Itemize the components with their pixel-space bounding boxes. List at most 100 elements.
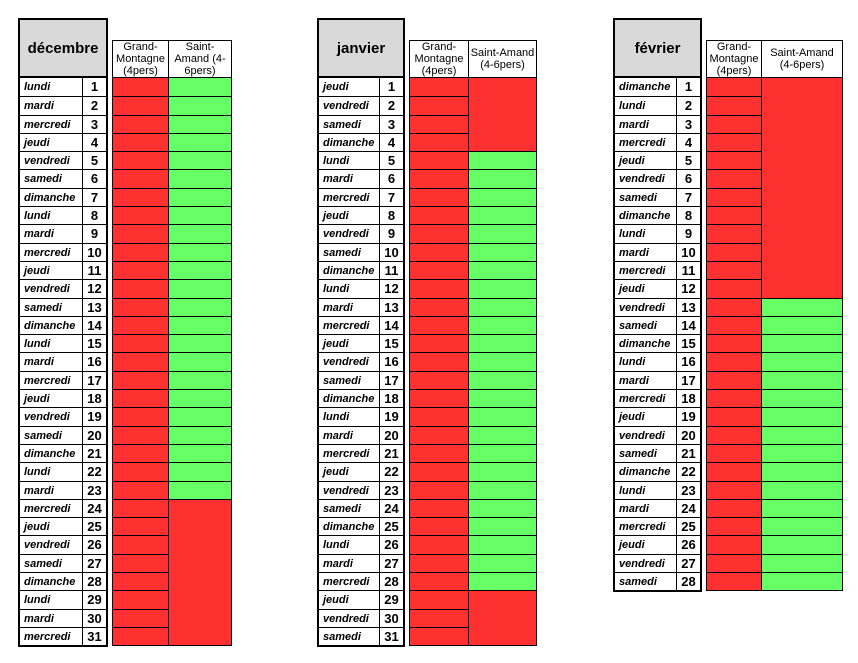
day-name: lundi — [20, 335, 83, 353]
availability-cell-grand-montagne-19 — [410, 407, 468, 426]
day-row: vendredi 27 — [615, 553, 700, 573]
availability-cell-saint-amand-26 — [469, 535, 536, 554]
day-number: 27 — [681, 555, 696, 571]
day-number: 14 — [681, 317, 696, 333]
column-header-saint-amand: Saint-Amand (4-6pers) — [469, 41, 536, 78]
column-saint-amand: Saint-Amand (4-6pers) — [469, 40, 537, 647]
availability-cell-saint-amand-12 — [762, 279, 842, 298]
availability-cell-saint-amand-4 — [762, 132, 842, 152]
day-row: vendredi 13 — [615, 297, 700, 316]
availability-cell-saint-amand-4 — [469, 132, 536, 152]
day-number: 10 — [384, 244, 399, 260]
day-row: samedi 31 — [319, 626, 403, 646]
availability-cell-grand-montagne-11 — [113, 260, 168, 280]
availability-cell-grand-montagne-15 — [113, 334, 168, 353]
day-row: mercredi 24 — [20, 498, 106, 518]
day-row: samedi 13 — [20, 297, 106, 316]
day-name: mardi — [319, 170, 380, 188]
availability-cell-saint-amand-15 — [762, 334, 842, 353]
availability-cell-saint-amand-26 — [762, 535, 842, 554]
availability-cell-grand-montagne-25 — [113, 517, 168, 536]
availability-cell-saint-amand-29 — [469, 590, 536, 609]
availability-cell-grand-montagne-29 — [410, 590, 468, 609]
day-name: mardi — [615, 115, 677, 133]
day-row: mercredi 10 — [20, 242, 106, 261]
day-number: 3 — [684, 116, 693, 132]
day-name: jeudi — [615, 280, 677, 298]
availability-cell-grand-montagne-16 — [410, 352, 468, 371]
availability-cell-grand-montagne-11 — [707, 260, 761, 280]
availability-cell-saint-amand-11 — [469, 260, 536, 280]
day-name: mercredi — [319, 444, 380, 463]
availability-cell-grand-montagne-4 — [113, 132, 168, 152]
availability-cell-grand-montagne-3 — [707, 114, 761, 133]
availability-cell-grand-montagne-14 — [707, 315, 761, 335]
day-row: vendredi 23 — [319, 480, 403, 499]
availability-cell-saint-amand-18 — [469, 389, 536, 408]
day-number: 6 — [387, 171, 396, 187]
day-row: lundi 29 — [20, 590, 106, 609]
day-row: lundi 12 — [319, 279, 403, 298]
availability-cell-saint-amand-10 — [169, 242, 231, 261]
availability-cell-saint-amand-31 — [169, 626, 231, 646]
day-name: mercredi — [20, 499, 83, 518]
month-title-fevrier: février — [613, 18, 702, 78]
day-name: mercredi — [615, 390, 677, 408]
day-row: lundi 26 — [319, 535, 403, 554]
availability-cell-grand-montagne-17 — [410, 370, 468, 390]
day-number: 10 — [87, 244, 102, 260]
availability-cell-grand-montagne-9 — [410, 224, 468, 243]
day-number: 25 — [681, 519, 696, 535]
day-name: dimanche — [20, 316, 83, 335]
day-name: jeudi — [319, 591, 380, 609]
day-name: samedi — [319, 243, 380, 261]
day-name: dimanche — [615, 335, 677, 353]
day-row: mercredi 17 — [20, 370, 106, 390]
availability-cell-saint-amand-5 — [762, 151, 842, 170]
day-name: samedi — [615, 444, 677, 463]
day-number: 9 — [387, 226, 396, 242]
day-number: 9 — [684, 226, 693, 242]
day-number: 18 — [681, 391, 696, 407]
day-number: 5 — [387, 153, 396, 169]
day-name: lundi — [615, 481, 677, 499]
day-number: 30 — [384, 610, 399, 626]
availability-cell-grand-montagne-29 — [113, 590, 168, 609]
day-name: samedi — [615, 188, 677, 207]
day-number: 31 — [384, 628, 399, 644]
availability-cell-grand-montagne-13 — [707, 297, 761, 316]
day-row: jeudi 4 — [20, 132, 106, 152]
availability-cell-grand-montagne-3 — [410, 114, 468, 133]
day-number: 15 — [384, 336, 399, 352]
day-number: 28 — [87, 574, 102, 590]
day-name: jeudi — [319, 78, 380, 97]
day-name: lundi — [20, 463, 83, 481]
day-row: lundi 15 — [20, 334, 106, 353]
day-name: mardi — [615, 371, 677, 390]
availability-cell-saint-amand-2 — [469, 96, 536, 115]
availability-cell-saint-amand-31 — [469, 626, 536, 646]
day-number: 5 — [684, 153, 693, 169]
day-row: mardi 17 — [615, 370, 700, 390]
day-row: lundi 9 — [615, 224, 700, 243]
day-row: samedi 10 — [319, 242, 403, 261]
day-number: 20 — [681, 427, 696, 443]
availability-cell-saint-amand-28 — [762, 572, 842, 591]
availability-cell-saint-amand-21 — [762, 443, 842, 463]
availability-cell-grand-montagne-18 — [113, 389, 168, 408]
day-row: lundi 2 — [615, 96, 700, 115]
day-row: mardi 2 — [20, 96, 106, 115]
availability-cell-saint-amand-3 — [469, 114, 536, 133]
day-row: mercredi 11 — [615, 260, 700, 280]
day-row: lundi 1 — [20, 78, 106, 97]
day-name: mercredi — [319, 188, 380, 207]
availability-cell-grand-montagne-25 — [410, 517, 468, 536]
day-row: jeudi 19 — [615, 407, 700, 426]
day-row: dimanche 11 — [319, 260, 403, 280]
day-number: 9 — [90, 226, 99, 242]
day-number-block: dimanche 1 lundi 2 mardi 3 mercredi 4 jeudi 5 vend… — [613, 78, 702, 593]
availability-cell-saint-amand-15 — [169, 334, 231, 353]
day-number: 23 — [87, 482, 102, 498]
day-number: 20 — [87, 427, 102, 443]
